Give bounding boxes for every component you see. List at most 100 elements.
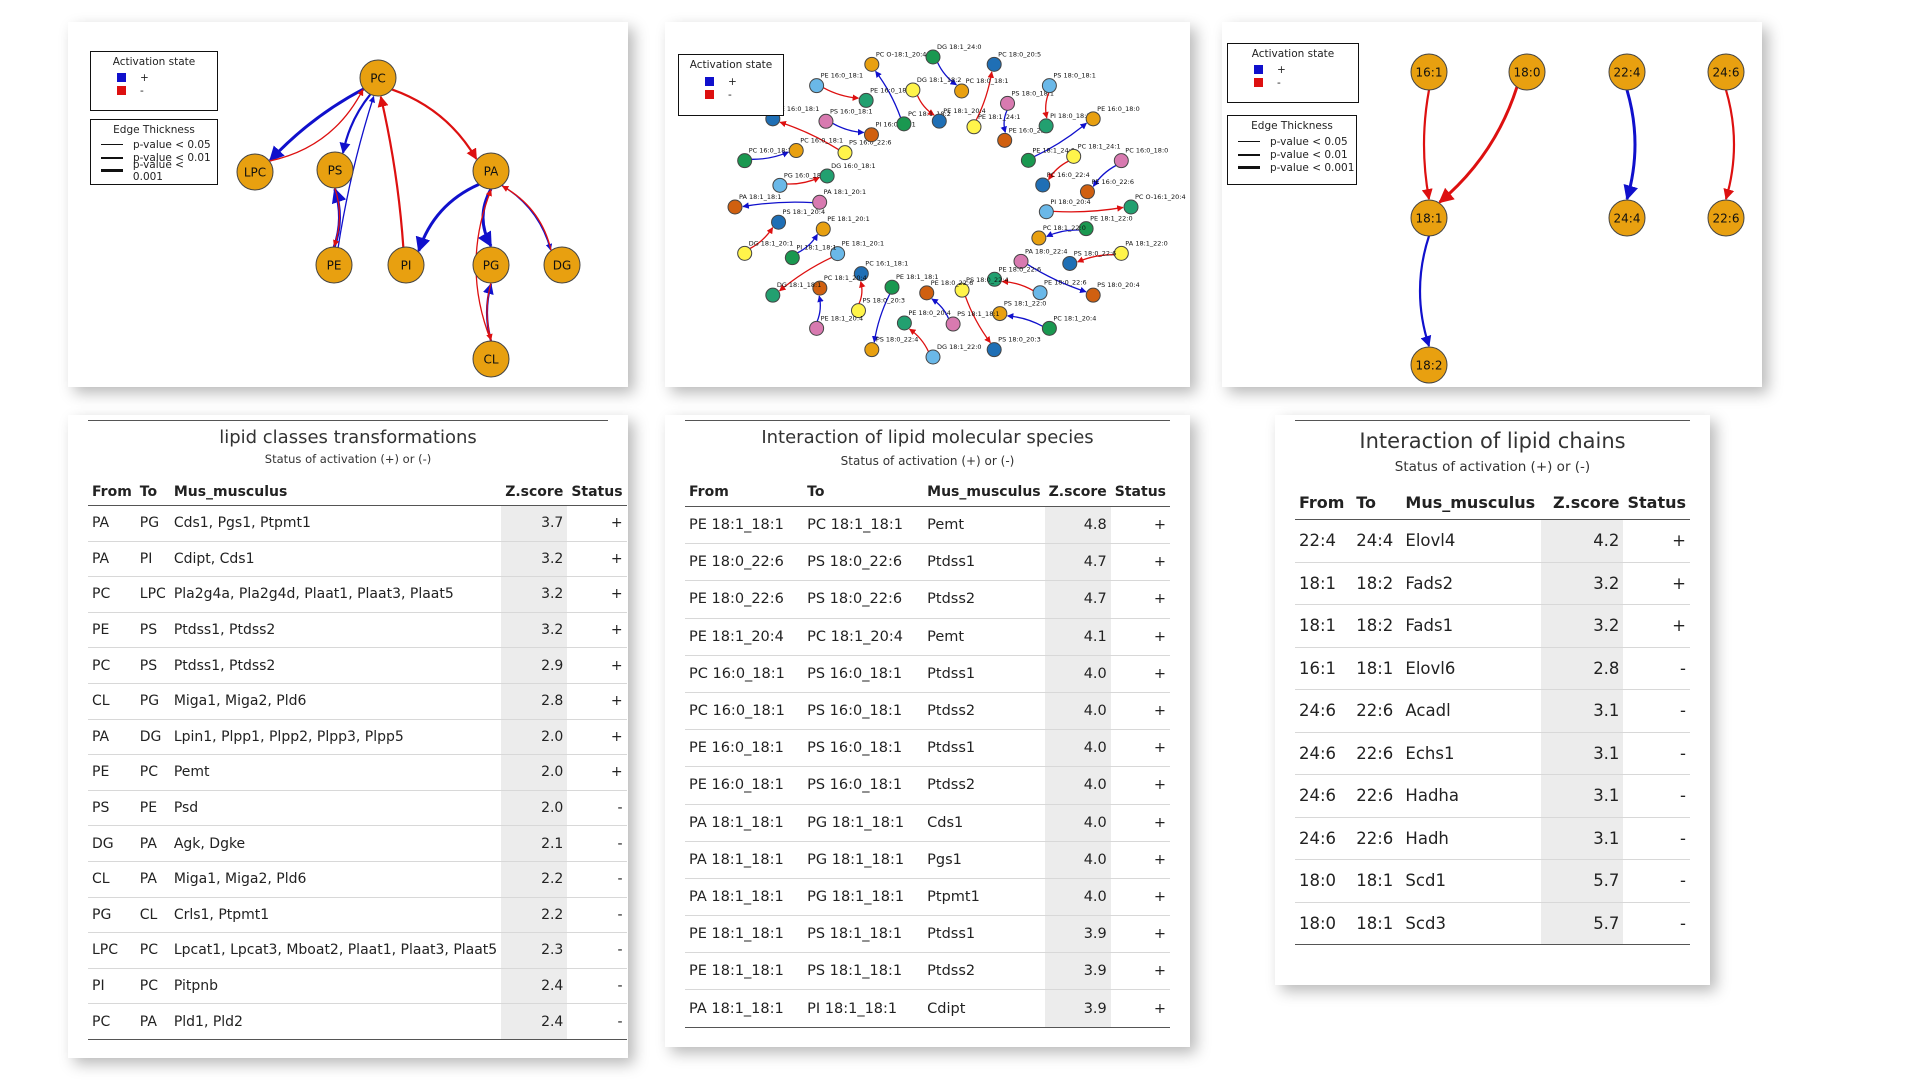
table-cell: 24:6	[1295, 774, 1353, 818]
table-cell: -	[1623, 859, 1690, 903]
species-label: PC 18:1_22:0	[1043, 224, 1086, 232]
species-label: PG 16:0_18:1	[784, 171, 827, 179]
node-circle	[864, 342, 880, 358]
table-cell: PA	[88, 719, 136, 756]
table-row: 24:6 22:6 Acadl 3.1-	[1295, 689, 1690, 733]
negative-label: -	[140, 84, 144, 97]
network-node	[1113, 153, 1129, 169]
network-edge	[931, 298, 950, 319]
species-label: PS 18:1_20:4	[783, 208, 826, 216]
network-node	[1032, 285, 1048, 301]
table-cell: +	[567, 683, 627, 720]
network-node	[1123, 199, 1139, 215]
table-cell: PI	[88, 968, 136, 1005]
species-label: PI 16:0_18:1	[875, 121, 915, 129]
table-cell: 18:0	[1295, 902, 1353, 945]
network-node	[818, 113, 834, 129]
table-row: 22:4 24:4 Elovl4 4.2 +	[1295, 519, 1690, 563]
table-cell: 4.8	[1044, 506, 1111, 545]
table-cell: 2.4	[501, 968, 568, 1005]
column-header: Z.score	[1541, 487, 1624, 520]
table-row: PC LPC Pla2g4a, Pla2g4d, Plaat1, Plaat3, P…	[88, 576, 627, 613]
table-cell: 3.2	[501, 612, 568, 649]
node-circle	[543, 246, 581, 284]
table-cell: 3.2	[501, 541, 568, 578]
species-label: PS 18:0_22:4	[966, 276, 1009, 284]
species-label: PA 18:0_22:4	[1025, 247, 1067, 255]
table-cell: 4.0	[1044, 692, 1111, 731]
table-cell: 2.9	[501, 647, 568, 684]
table-row: PE PC Pemt 2.0 +	[88, 754, 627, 791]
node-label: PA	[484, 164, 499, 178]
table-row: PE 18:0_22:6 PS 18:0_22:6 Ptdss1 4.7 +	[685, 543, 1170, 582]
network-edge	[875, 70, 902, 118]
network-node: PA	[472, 152, 510, 190]
table-cell: 24:6	[1295, 689, 1353, 733]
network-node: PE	[315, 246, 353, 284]
node-circle	[837, 145, 853, 161]
species-label: PC 16:1_18:1	[865, 260, 908, 268]
table-cell: +	[1110, 804, 1170, 842]
network-node	[1085, 287, 1101, 303]
network-node	[837, 145, 853, 161]
table-cell: 3.1	[1541, 689, 1624, 733]
network-node	[765, 287, 781, 303]
species-label: DG 18:1_18:1	[777, 281, 822, 289]
column-header: Mus_musculus	[923, 478, 1045, 507]
species-label: PE 18:0_22:6	[931, 279, 974, 287]
network-node	[896, 116, 912, 132]
node-circle	[1707, 199, 1745, 237]
table-cell: Lpcat1, Lpcat3, Mboat2, Plaat1, Plaat3, …	[169, 932, 502, 969]
activation-state-legend: Activation state + -	[90, 51, 218, 111]
species-label: PE 18:1_20:4	[943, 107, 986, 115]
table-cell: 18:0	[1295, 859, 1353, 903]
table-cell: PS 18:1_18:1	[803, 952, 924, 991]
network-node: PG	[472, 246, 510, 284]
table-row: 24:6 22:6 Echs1 3.1-	[1295, 732, 1690, 775]
node-label: LPC	[244, 165, 266, 179]
table-cell: +	[1110, 543, 1170, 582]
table-cell: Agk, Dgke	[169, 825, 502, 862]
edge-thickness-legend: Edge Thickness p-value < 0.05 p-value < …	[1227, 115, 1357, 185]
species-label: PS 18:0_22:6	[1074, 249, 1117, 257]
table-subtitle: Status of activation (+) or (-)	[1394, 459, 1591, 475]
network-node	[954, 282, 970, 298]
table-cell: PE 16:0_18:1	[685, 729, 804, 768]
table-cell: Cds1, Pgs1, Ptpmt1	[169, 505, 502, 542]
network-node	[737, 153, 753, 169]
node-circle	[472, 152, 510, 190]
table-cell: +	[1110, 729, 1170, 768]
network-edge	[786, 176, 820, 185]
node-circle	[884, 279, 900, 295]
species-label: PE 16:0_22:4	[1009, 126, 1052, 134]
table-cell: 2.2	[501, 897, 568, 934]
network-node: PC	[359, 59, 397, 97]
table-cell: 24:6	[1295, 817, 1353, 860]
activation-legend-title: Activation state	[1251, 48, 1335, 60]
table-cell: PA	[135, 825, 170, 862]
node-circle	[986, 342, 1002, 358]
network-node: 24:6	[1707, 53, 1745, 91]
thickness-label-001: p-value < 0.01	[133, 151, 211, 164]
table-row: PA 18:1_18:1 PG 18:1_18:1 Ptpmt1 4.0 +	[685, 878, 1170, 917]
table-cell: PA 18:1_18:1	[685, 989, 804, 1028]
network-edge	[975, 71, 995, 121]
table-cell: 18:1	[1295, 604, 1353, 648]
node-circle	[1031, 230, 1047, 246]
species-label: PC 18:1_18:2	[908, 110, 951, 118]
table-cell: +	[1110, 692, 1170, 731]
table-cell: Lpin1, Plpp1, Plpp2, Plpp3, Plpp5	[169, 719, 502, 756]
table-cell: -	[567, 790, 627, 827]
positive-label: +	[1277, 63, 1286, 76]
table-cell: 4.0	[1044, 655, 1111, 693]
network-node: CL	[472, 340, 510, 378]
activation-state-legend: Activation state + -	[678, 54, 784, 116]
network-edge	[1438, 86, 1519, 204]
activation-legend-title: Activation state	[112, 56, 196, 68]
network-node	[1041, 320, 1057, 336]
activation-state-legend: Activation state + -	[1227, 43, 1359, 103]
species-label: PC 18:1_24:1	[1078, 142, 1121, 150]
network-node	[1113, 245, 1129, 261]
table-cell: 4.2	[1541, 519, 1624, 563]
table-cell: 22:6	[1352, 774, 1402, 818]
